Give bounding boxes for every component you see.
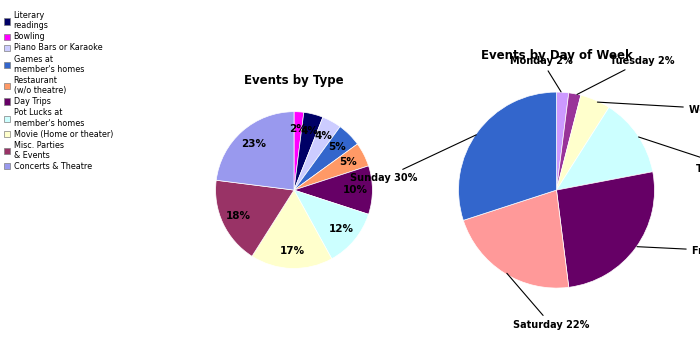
Wedge shape: [556, 92, 569, 190]
Text: 18%: 18%: [226, 211, 251, 221]
Wedge shape: [294, 112, 304, 190]
Wedge shape: [458, 92, 556, 220]
Text: 2%: 2%: [289, 124, 307, 134]
Wedge shape: [294, 117, 340, 190]
Text: 10%: 10%: [343, 185, 368, 195]
Text: 4%: 4%: [300, 126, 318, 136]
Wedge shape: [216, 112, 294, 190]
Wedge shape: [294, 190, 369, 259]
Wedge shape: [294, 144, 369, 190]
Wedge shape: [294, 166, 372, 214]
Wedge shape: [216, 180, 294, 256]
Title: Events by Type: Events by Type: [244, 74, 344, 87]
Wedge shape: [294, 112, 323, 190]
Text: 4%: 4%: [314, 132, 332, 142]
Wedge shape: [463, 190, 569, 288]
Legend: Literary
readings, Bowling, Piano Bars or Karaoke, Games at
member's homes, Rest: Literary readings, Bowling, Piano Bars o…: [4, 11, 113, 171]
Text: Monday 2%: Monday 2%: [510, 56, 573, 92]
Text: 23%: 23%: [241, 139, 266, 149]
Text: 12%: 12%: [328, 224, 354, 234]
Text: 5%: 5%: [328, 142, 346, 152]
Text: Wednesday 5%: Wednesday 5%: [597, 102, 700, 115]
Text: Saturday 22%: Saturday 22%: [507, 273, 590, 330]
Wedge shape: [556, 95, 609, 190]
Title: Events by Day of Week: Events by Day of Week: [481, 49, 632, 62]
Wedge shape: [556, 172, 654, 287]
Text: 5%: 5%: [340, 157, 358, 167]
Text: 17%: 17%: [279, 246, 304, 256]
Wedge shape: [252, 190, 332, 269]
Wedge shape: [556, 93, 581, 190]
Text: Tuesday 2%: Tuesday 2%: [577, 56, 675, 94]
Wedge shape: [556, 107, 653, 190]
Text: Friday 26%: Friday 26%: [637, 246, 700, 256]
Text: Sunday 30%: Sunday 30%: [350, 135, 476, 183]
Wedge shape: [294, 127, 358, 190]
Text: Thursday 13%: Thursday 13%: [638, 137, 700, 174]
